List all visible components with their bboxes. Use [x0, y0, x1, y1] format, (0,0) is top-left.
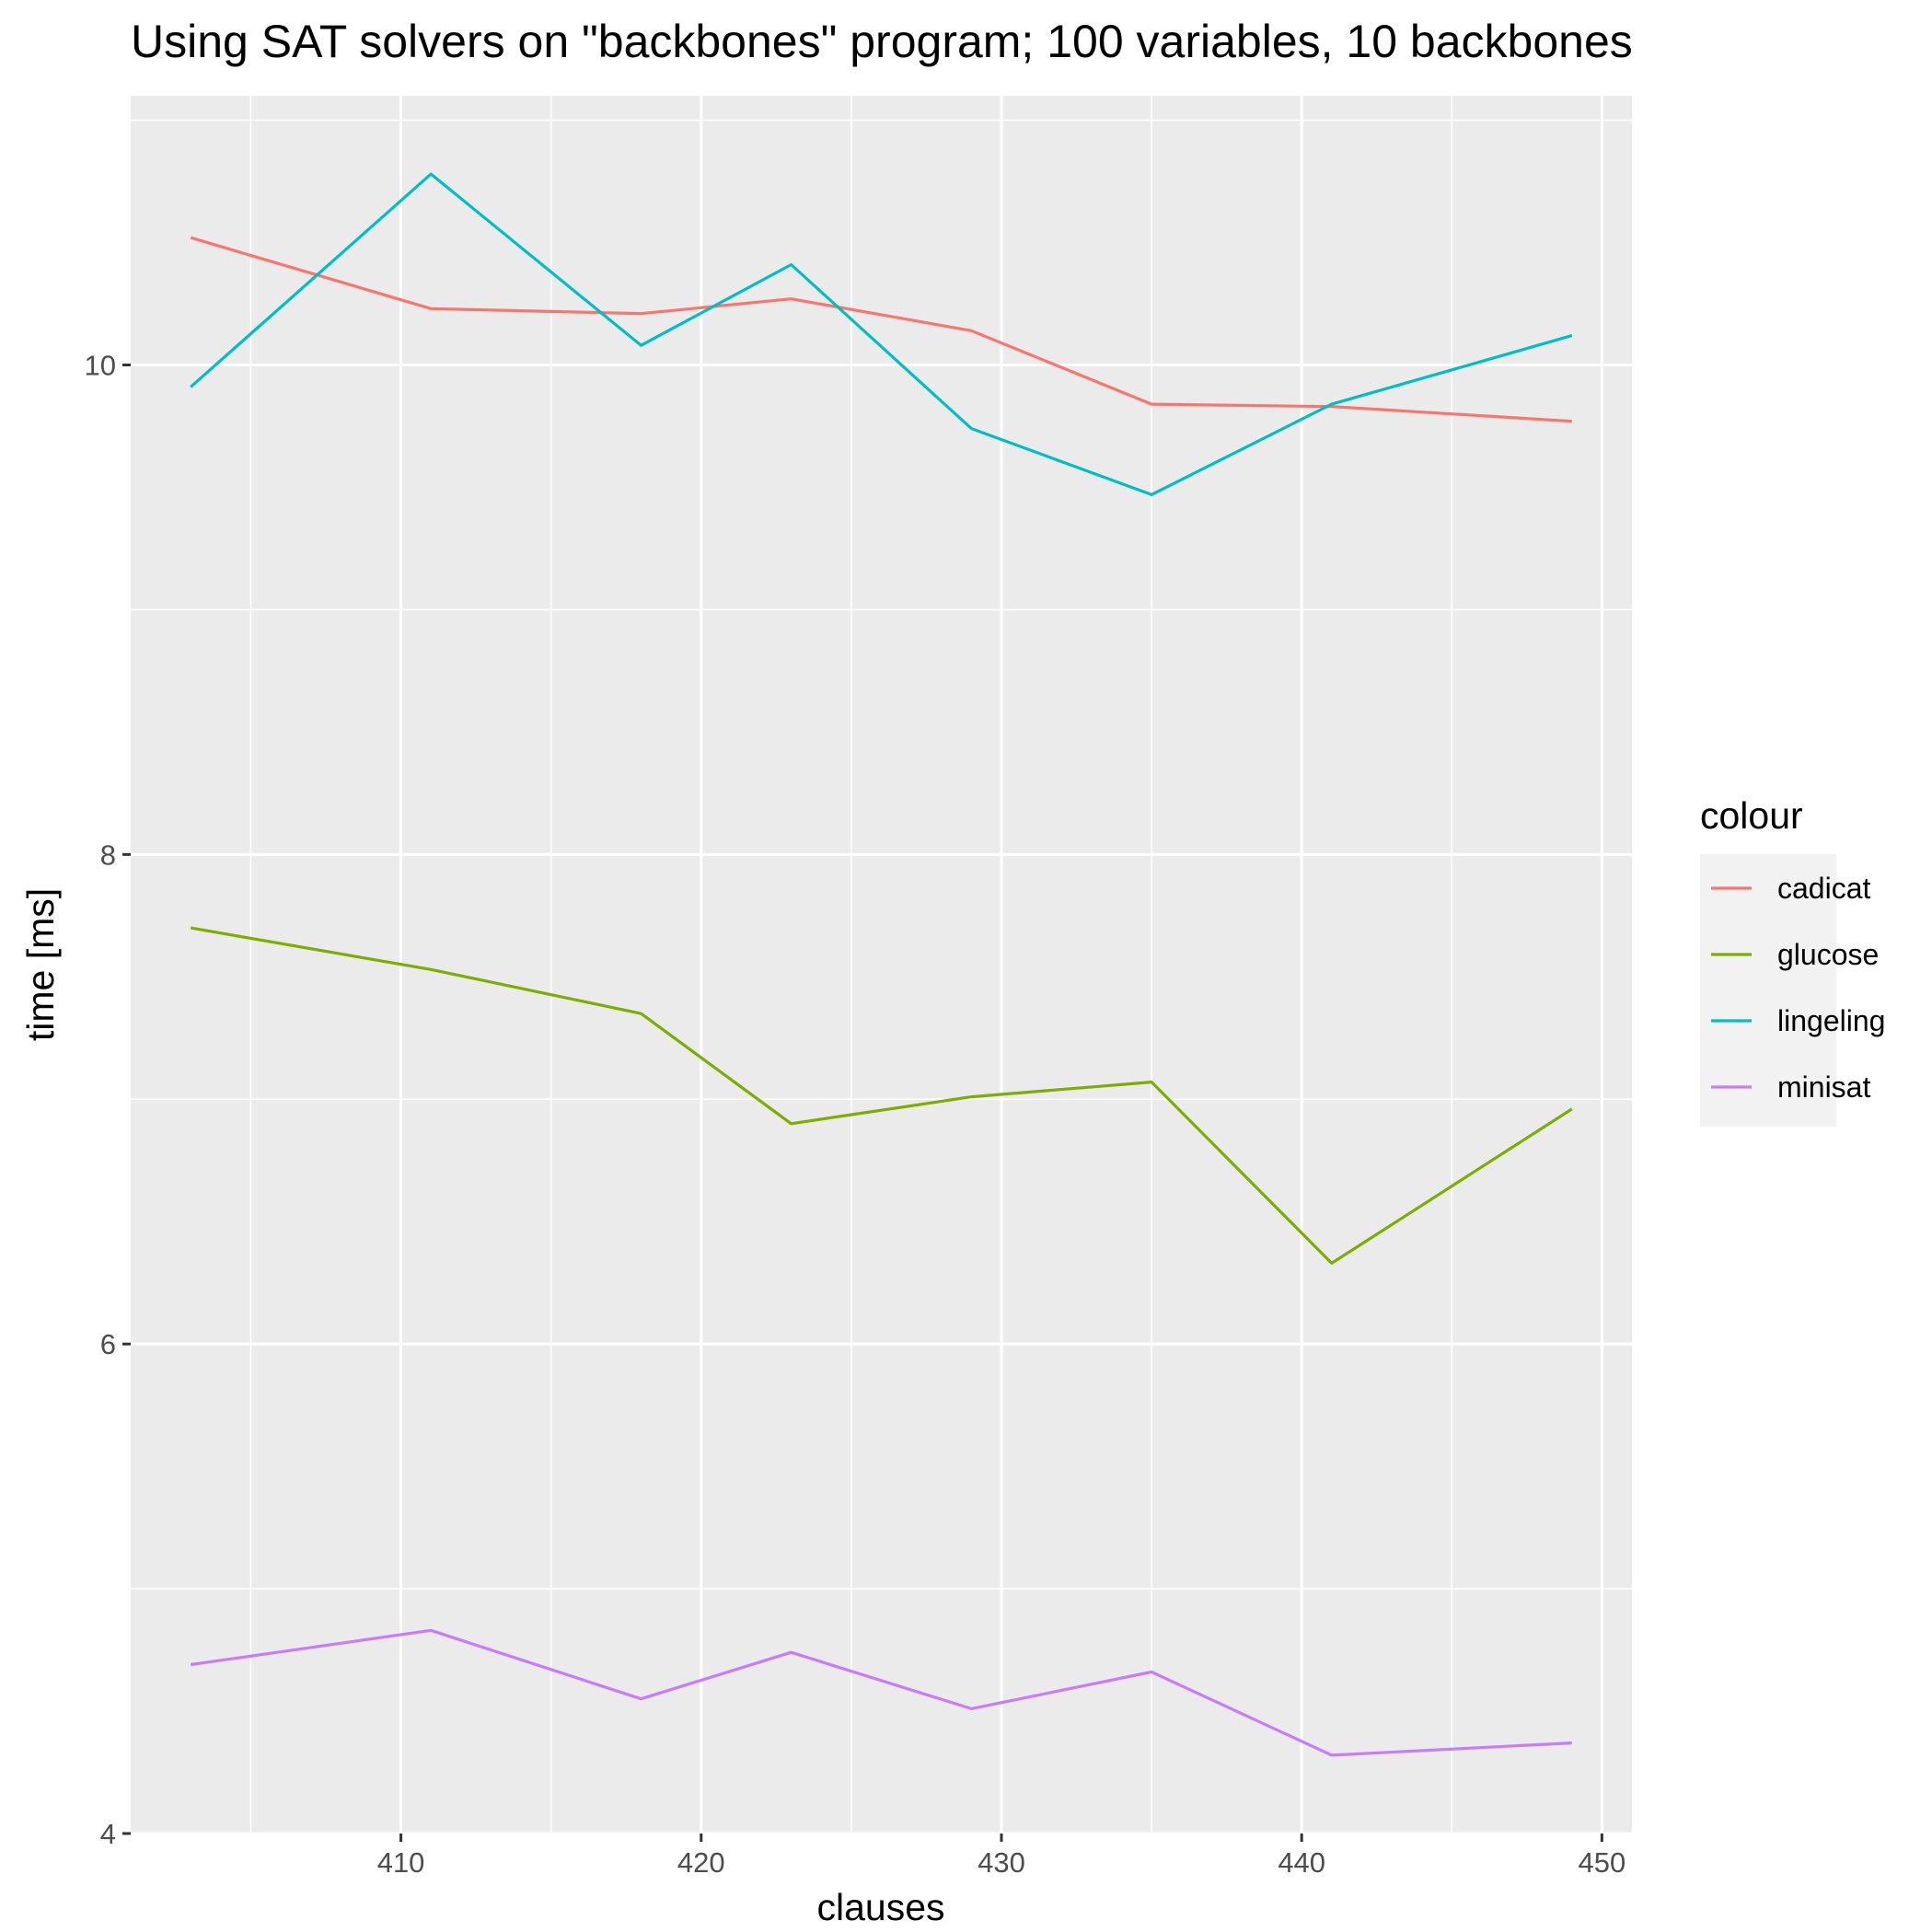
x-axis: 410 420 430 440 450: [377, 1834, 1626, 1879]
x-tick-label: 440: [1278, 1846, 1325, 1879]
legend-label-minisat: minisat: [1777, 1070, 1870, 1104]
plot-panel: [131, 96, 1632, 1834]
major-gridlines: [131, 96, 1632, 1835]
y-tick-label: 6: [100, 1328, 116, 1360]
series-line-cadicat: [190, 236, 1572, 423]
legend-label-cadicat: cadicat: [1777, 872, 1871, 905]
minor-gridlines: [131, 96, 1632, 1834]
legend-title: colour: [1700, 794, 1803, 837]
series-line-glucose: [190, 926, 1573, 1266]
y-tick-label: 8: [100, 839, 116, 871]
chart-title: Using SAT solvers on "backbones" program…: [131, 16, 1633, 67]
x-tick-label: 430: [978, 1846, 1025, 1879]
legend: colour cadicat glucose lingeling minisat: [1700, 794, 1885, 1127]
y-tick-label: 10: [85, 350, 116, 382]
x-tick-label: 410: [377, 1846, 425, 1879]
x-axis-title: clauses: [816, 1886, 944, 1928]
series-line-lingeling: [190, 172, 1573, 497]
legend-label-glucose: glucose: [1777, 938, 1879, 971]
series-line-minisat: [190, 1628, 1572, 1757]
x-tick-label: 450: [1579, 1846, 1626, 1879]
x-tick-label: 420: [677, 1846, 725, 1879]
legend-label-lingeling: lingeling: [1777, 1004, 1885, 1037]
y-axis: 4 6 8 10: [85, 350, 131, 1850]
series-lines: [190, 172, 1573, 1757]
y-axis-title: time [ms]: [19, 888, 62, 1041]
y-tick-label: 4: [100, 1818, 116, 1850]
legend-items: cadicat glucose lingeling minisat: [1711, 872, 1885, 1104]
legend-key-background: [1700, 854, 1836, 1127]
